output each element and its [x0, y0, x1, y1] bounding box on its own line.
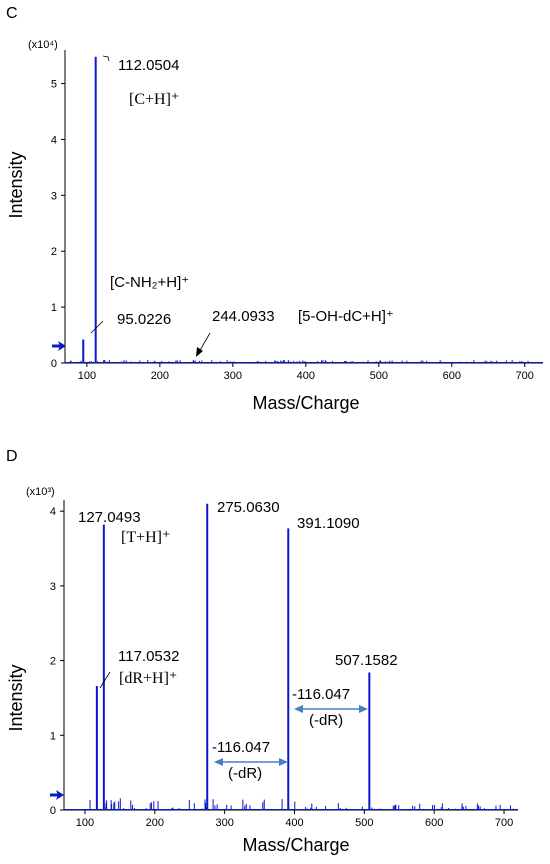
panel-c-label-244-mz: 244.0933: [212, 308, 275, 325]
panel-d-loss-1-arrow-right-icon: [279, 758, 288, 766]
panel-d-x-tick-label: 600: [425, 817, 443, 829]
panel-d-label-391-mz: 391.1090: [297, 515, 360, 532]
panel-d-loss-1-arrow-left-icon: [214, 758, 223, 766]
panel-d-loss-1: -116.047 (-dR): [212, 739, 288, 782]
panel-c-peaks: [82, 56, 97, 363]
panel-d-loss-2-value: -116.047: [292, 686, 350, 703]
panel-c-xlabel: Mass/Charge: [252, 393, 359, 413]
panel-d-y-tick-label: 3: [50, 581, 56, 593]
panel-c-label-112-ion: [C+H]⁺: [129, 91, 179, 108]
panel-d-loss-2-label: (-dR): [309, 712, 343, 729]
panel-c-x-tick-label: 300: [224, 370, 242, 382]
panel-c-label: C: [6, 5, 18, 22]
panel-c-x-tick-label: 200: [151, 370, 169, 382]
panel-c-arrow-244-head-icon: [196, 347, 203, 357]
panel-c-arrow-244-line: [198, 332, 211, 353]
panel-d-label-127-ion: [T+H]⁺: [121, 529, 170, 546]
panel-d-x-tick-label: 500: [355, 817, 373, 829]
panel-c-y-tick-label: 4: [51, 134, 57, 146]
panel-c-y-tick-label: 0: [51, 358, 57, 370]
panel-c-x-tick-label: 400: [297, 370, 315, 382]
panel-d-y-tick-label: 2: [50, 656, 56, 668]
panel-d-ylabel: Intensity: [6, 664, 26, 731]
panel-d-loss-2-arrow-right-icon: [359, 705, 368, 713]
panel-d-loss-1-label: (-dR): [228, 765, 262, 782]
panel-c-x-tick-label: 100: [78, 370, 96, 382]
panel-c-x-tick-label: 700: [516, 370, 534, 382]
panel-c-leader-95: [90, 320, 104, 334]
panel-c-baseline-noise: [65, 360, 543, 363]
panel-d-peaks: [95, 503, 371, 810]
panel-d-x-tick-label: 400: [285, 817, 303, 829]
panel-d-multiplier: (x10³): [26, 486, 55, 498]
panel-d: D (x10³) Intensity Mass/Charge 100 200 300…: [6, 448, 518, 855]
panel-d-y-tick-label: 1: [50, 730, 56, 742]
panel-d-arrow-marker-icon: [56, 790, 64, 800]
panel-d-xlabel: Mass/Charge: [242, 835, 349, 855]
panel-d-y-tick-label: 4: [50, 506, 56, 518]
panel-c-ylabel: Intensity: [6, 151, 26, 218]
panel-c-label-95-mz: 95.0226: [117, 311, 171, 328]
panel-c-x-tick-label: 600: [443, 370, 461, 382]
panel-c-y-tick-label: 5: [51, 79, 57, 91]
panel-d-loss-2: -116.047 (-dR): [292, 686, 368, 729]
panel-d-label: D: [6, 448, 18, 465]
panel-c-multiplier: (x10⁴): [28, 39, 58, 51]
panel-d-y-tick-label: 0: [50, 805, 56, 817]
panel-c-x-tick-label: 500: [370, 370, 388, 382]
panel-c-ticks: 100 200 300 400 500 600 700 0 1 2 3 4 5: [51, 79, 534, 382]
panel-d-loss-2-arrow-left-icon: [294, 705, 303, 713]
panel-d-x-tick-label: 700: [495, 817, 513, 829]
panel-c-leader-112: [102, 55, 110, 62]
panel-d-label-127-mz: 127.0493: [78, 509, 141, 526]
panel-d-x-tick-label: 300: [215, 817, 233, 829]
panel-d-x-tick-label: 200: [146, 817, 164, 829]
panel-d-label-507-mz: 507.1582: [335, 652, 398, 669]
panel-d-label-275-mz: 275.0630: [217, 499, 280, 516]
panel-c-label-95-ion: [C-NH₂+H]⁺: [110, 274, 189, 291]
panel-d-ticks: 100 200 300 400 500 600 700 0 1 2 3 4: [50, 506, 513, 829]
panel-d-label-117-ion: [dR+H]⁺: [119, 670, 177, 687]
panel-d-label-117-mz: 117.0532: [118, 648, 179, 665]
panel-c-y-tick-label: 2: [51, 246, 57, 258]
panel-d-loss-1-value: -116.047: [212, 739, 270, 756]
panel-c-label-112-mz: 112.0504: [118, 57, 179, 74]
panel-c: C (x10⁴) Intensity Mass/Charge 100 200 300…: [6, 5, 543, 413]
panel-c-arrow-marker-icon: [58, 341, 66, 351]
panel-c-label-244-ion: [5-OH-dC+H]⁺: [298, 308, 394, 325]
panel-c-y-tick-label: 3: [51, 190, 57, 202]
panel-c-y-tick-label: 1: [51, 302, 57, 314]
panel-d-x-tick-label: 100: [76, 817, 94, 829]
panel-d-baseline-noise: [64, 798, 518, 810]
panel-d-leader-117: [99, 671, 111, 689]
